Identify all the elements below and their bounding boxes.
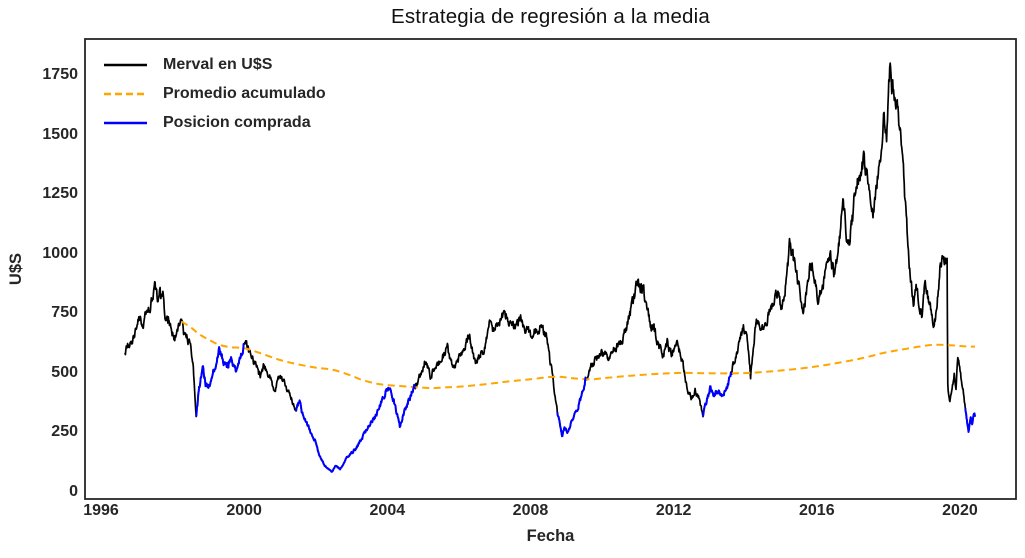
- posicion-line-segment: [702, 372, 732, 417]
- x-tick-label: 2000: [226, 502, 262, 519]
- x-tick-label: 2004: [369, 502, 406, 519]
- chart-title: Estrategia de regresión a la media: [390, 5, 711, 28]
- x-tick-label: 1996: [83, 502, 119, 519]
- posicion-line-segment: [556, 376, 587, 438]
- legend-label: Promedio acumulado: [163, 85, 326, 102]
- posicion-line-segment: [964, 408, 976, 433]
- legend-line-sample-icon: [104, 63, 147, 67]
- axes-frame: [84, 38, 1017, 500]
- legend-label: Posicion comprada: [163, 114, 311, 131]
- merval-line: [124, 62, 976, 473]
- y-tick-label: 750: [51, 304, 78, 322]
- x-tick-label: 2008: [512, 502, 549, 519]
- legend-item: Posicion comprada: [103, 112, 311, 134]
- promedio-line: [180, 320, 976, 390]
- legend-line-sample-icon: [104, 92, 147, 96]
- y-tick-label: 1250: [42, 185, 78, 203]
- y-axis-label: U$S: [7, 252, 25, 286]
- y-tick-label: 250: [51, 423, 78, 441]
- legend-line-sample-icon: [104, 121, 147, 125]
- x-tick-label: 2012: [655, 502, 692, 519]
- x-axis-label: Fecha: [526, 527, 575, 545]
- legend-label: Merval en U$S: [163, 56, 273, 73]
- y-tick-label: 0: [69, 483, 78, 500]
- y-tick-label: 1750: [42, 65, 78, 83]
- legend-item: Merval en U$S: [103, 54, 272, 76]
- y-tick-label: 1000: [42, 244, 78, 262]
- x-tick-label: 2016: [799, 502, 835, 519]
- y-tick-label: 1500: [42, 125, 78, 143]
- x-tick-label: 2020: [942, 502, 978, 519]
- posicion-line-segment: [295, 383, 416, 473]
- posicion-line-segment: [195, 343, 245, 417]
- legend-item: Promedio acumulado: [103, 83, 326, 105]
- y-tick-label: 500: [51, 363, 78, 381]
